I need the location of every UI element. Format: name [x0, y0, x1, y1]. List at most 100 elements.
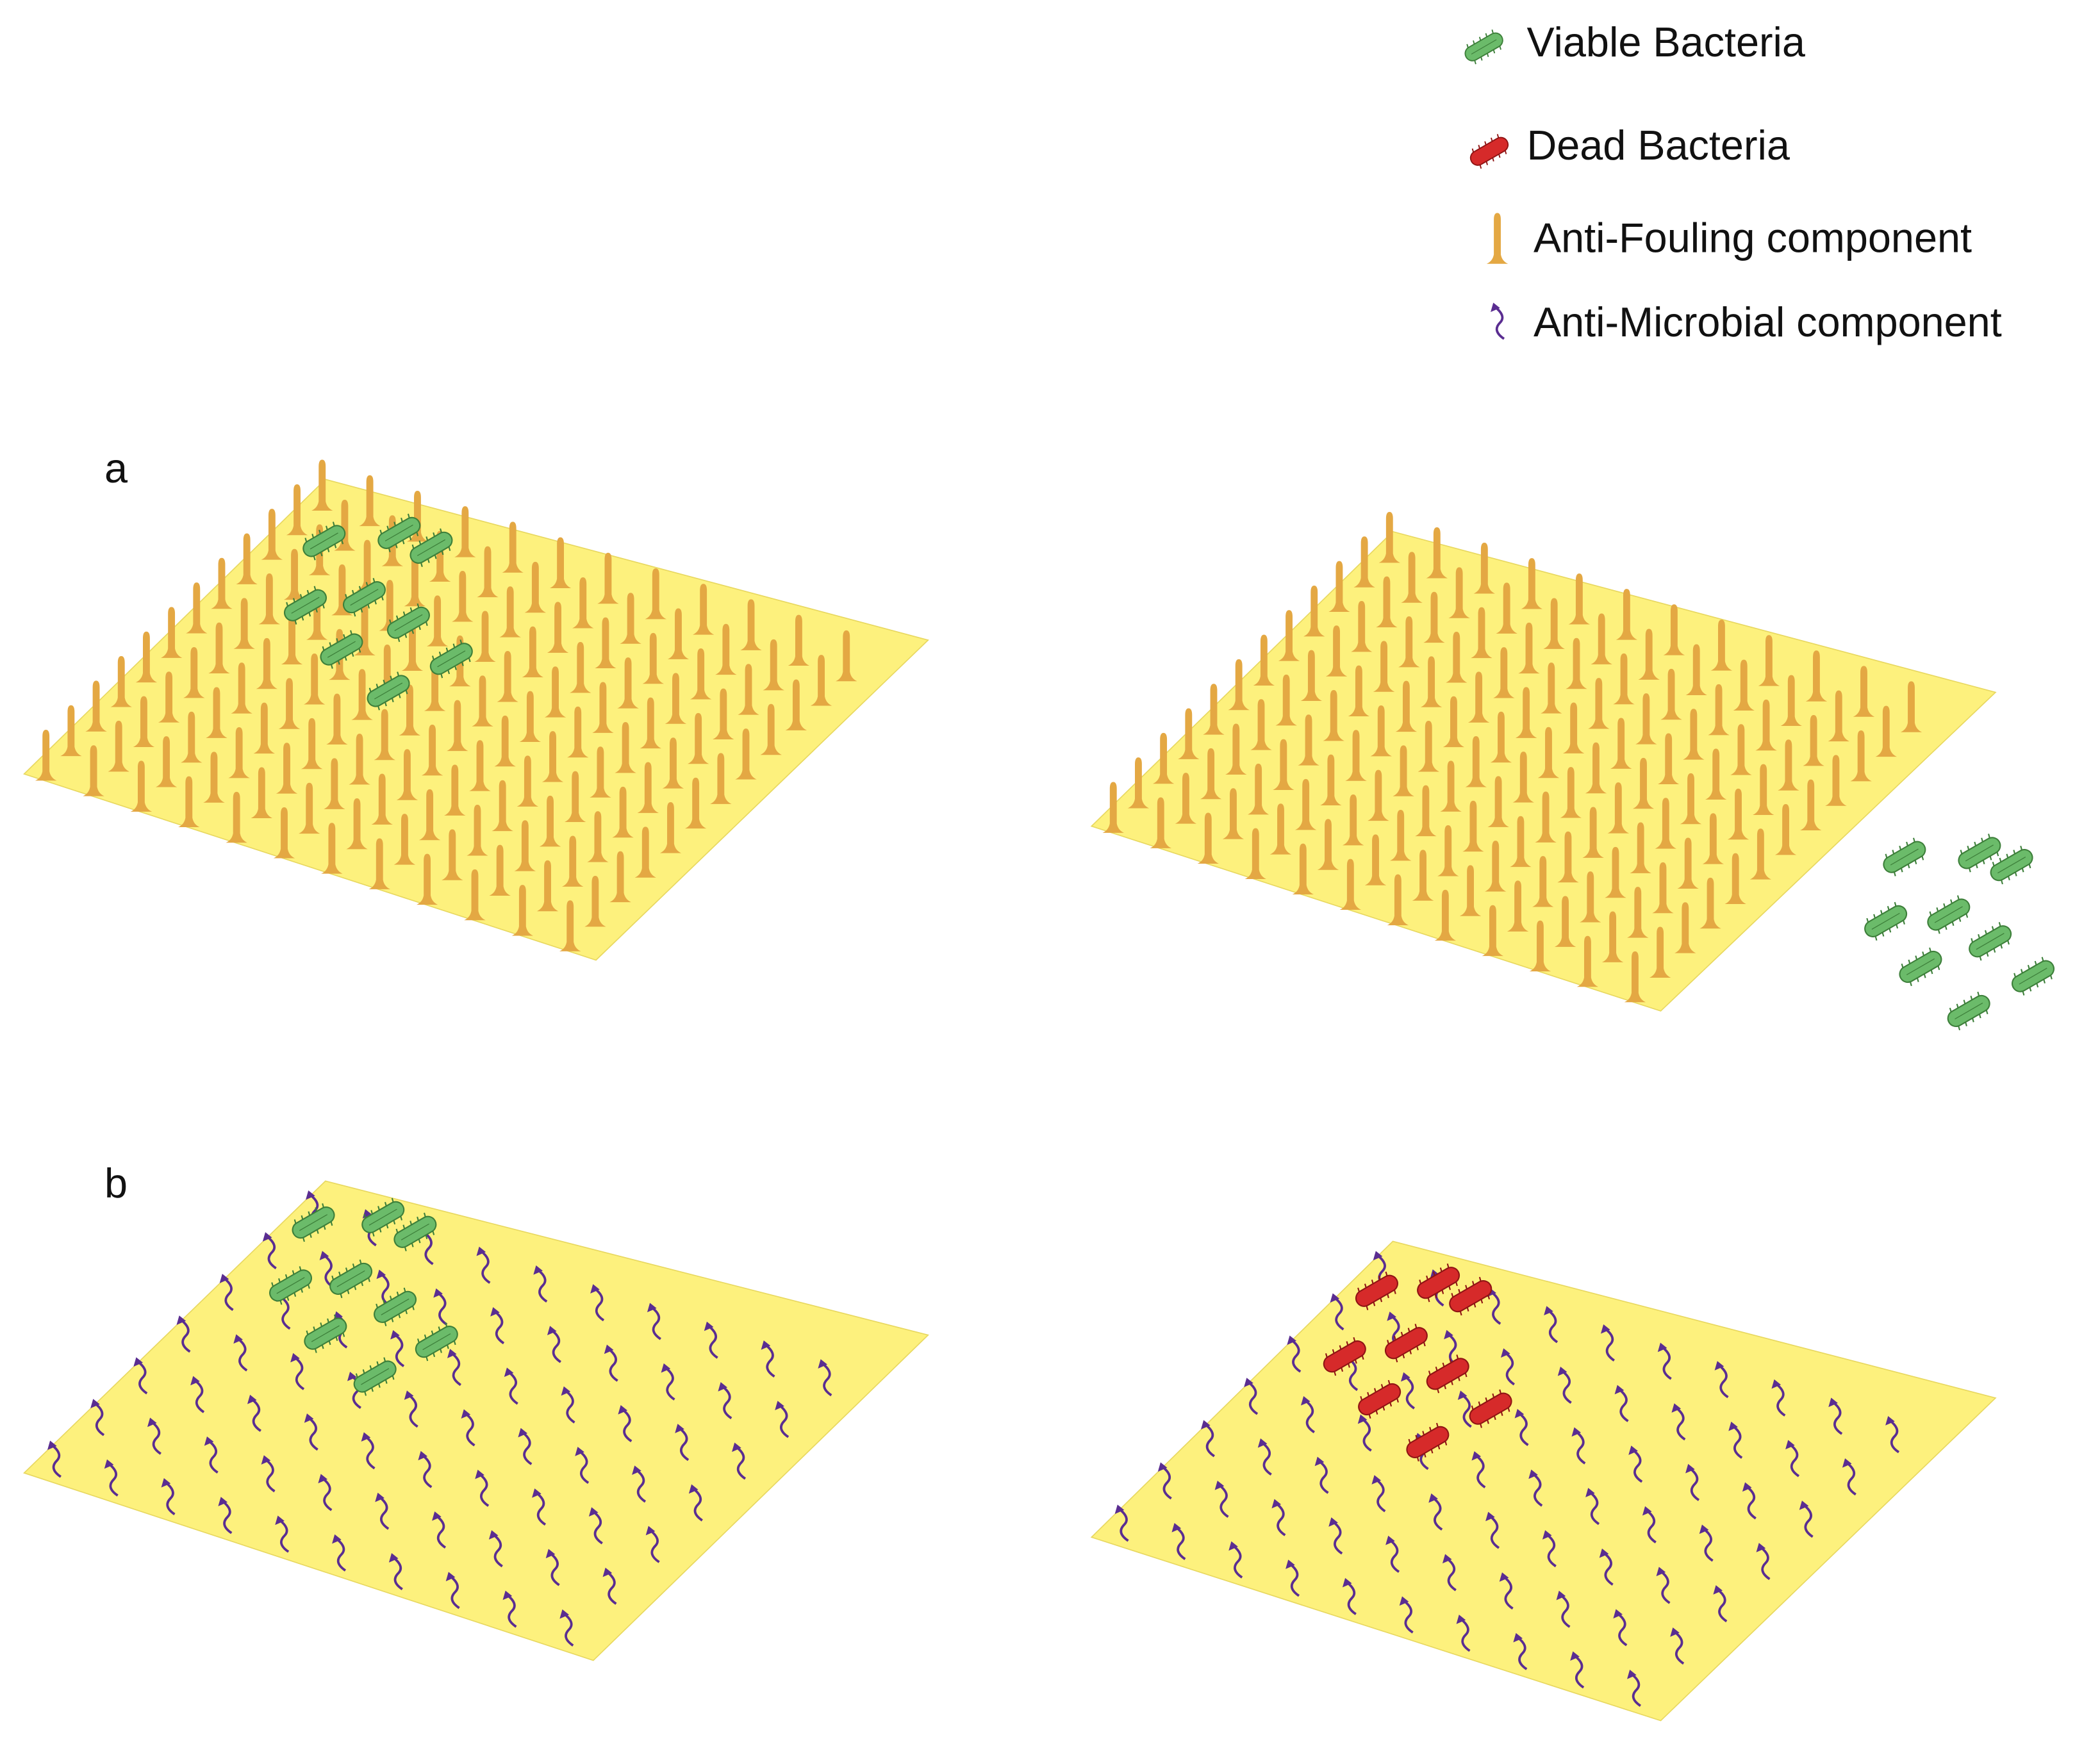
arrow-stem: [678, 1427, 690, 1461]
cell-line: [336, 1270, 365, 1288]
anti-fouling-post: [544, 666, 566, 718]
anti-fouling-post: [642, 632, 665, 684]
arrow-head: [1614, 1385, 1625, 1395]
anti-microbial-arrow: [1456, 1615, 1471, 1652]
anti-microbial-arrow: [1799, 1501, 1814, 1538]
anti-fouling-post: [494, 715, 516, 767]
anti-fouling-post: [1127, 757, 1150, 809]
anti-fouling-post: [83, 745, 104, 796]
arrow-stem: [1232, 1544, 1243, 1579]
arrow-head: [502, 1590, 513, 1600]
cell-line: [1871, 912, 1900, 930]
arrow-head: [1628, 1445, 1638, 1455]
arrow-stem: [1746, 1485, 1757, 1520]
anti-fouling-post: [178, 776, 200, 828]
anti-fouling-post: [1253, 634, 1275, 686]
arrow-stem: [536, 1268, 548, 1303]
anti-fouling-post: [1724, 853, 1746, 904]
arrow-stem: [1333, 1296, 1344, 1331]
anti-microbial-arrow: [475, 1469, 490, 1507]
anti-microbial-arrow: [1500, 1348, 1515, 1386]
cell-line: [1955, 1002, 1983, 1020]
arrow-head: [490, 1307, 500, 1317]
arrow-stem: [1659, 1570, 1671, 1604]
anti-fouling-post: [301, 718, 323, 769]
anti-fouling-post: [1412, 850, 1434, 901]
anti-fouling-post: [1496, 582, 1517, 634]
anti-fouling-post: [472, 675, 493, 727]
anti-microbial-arrow: [661, 1363, 675, 1401]
arrow-head: [590, 1284, 600, 1294]
anti-fouling-post: [133, 696, 155, 748]
anti-fouling-post: [1197, 812, 1219, 864]
arrow-head: [104, 1459, 114, 1469]
cell-line: [310, 532, 338, 550]
arrow-stem: [449, 1575, 460, 1609]
arrow-stem: [264, 1458, 276, 1493]
arrow-stem: [778, 1404, 790, 1438]
anti-microbial-arrow: [1514, 1408, 1529, 1446]
anti-microbial-arrow: [775, 1401, 790, 1438]
arrow-stem: [1547, 1309, 1558, 1344]
anti-microbial-arrow: [1471, 1451, 1486, 1488]
anti-fouling-post: [1605, 846, 1626, 898]
legend-label: Anti-Fouling component: [1534, 214, 1972, 261]
anti-fouling-post: [1727, 788, 1749, 840]
anti-fouling-post: [334, 500, 356, 551]
cell-line: [1965, 844, 1994, 862]
arrow-stem: [691, 1487, 703, 1522]
arrow-stem: [307, 1416, 318, 1451]
anti-microbial-arrow: [1544, 1306, 1558, 1344]
arrow-stem: [564, 1389, 575, 1424]
anti-fouling-post: [667, 608, 690, 659]
anti-microbial-arrow: [1627, 1670, 1642, 1707]
anti-fouling-post: [276, 743, 298, 794]
arrow-head: [1373, 1251, 1383, 1261]
anti-fouling-post: [1828, 690, 1850, 742]
arrow-head: [1457, 1390, 1468, 1400]
anti-microbial-arrow: [47, 1440, 62, 1478]
arrow-stem: [1360, 1417, 1372, 1452]
anti-fouling-post: [511, 885, 534, 936]
arrow-stem: [479, 1249, 491, 1284]
cell-body: [1323, 1340, 1366, 1373]
anti-microbial-arrow: [433, 1288, 448, 1326]
anti-fouling-post: [1364, 834, 1387, 885]
anti-fouling-post: [1850, 730, 1872, 782]
anti-fouling-post: [396, 749, 418, 800]
arrow-head: [219, 1274, 229, 1283]
anti-fouling-post: [206, 687, 227, 738]
anti-fouling-post: [359, 475, 381, 527]
anti-fouling-post: [1175, 773, 1197, 824]
anti-fouling-post: [1601, 911, 1624, 962]
anti-fouling-post: [464, 869, 486, 921]
arrow-stem: [194, 1379, 205, 1413]
anti-fouling-post: [1657, 733, 1680, 784]
viable-bacterium: [1969, 922, 2012, 961]
arrow-stem: [1646, 1509, 1657, 1543]
arrow-head: [1342, 1577, 1352, 1588]
anti-fouling-post: [130, 761, 153, 812]
arrow-stem: [1546, 1533, 1557, 1568]
anti-microbial-arrow: [1257, 1438, 1272, 1476]
viable-bacterium: [284, 586, 327, 625]
anti-fouling-post: [662, 737, 684, 789]
arrow-head: [1742, 1482, 1752, 1492]
anti-microbial-arrow: [1499, 1572, 1514, 1610]
arrow-head: [1328, 1517, 1338, 1527]
arrow-stem: [1459, 1617, 1471, 1652]
arrow-head: [1257, 1438, 1268, 1448]
arrow-stem: [821, 1362, 832, 1397]
anti-fouling-post: [1446, 632, 1468, 683]
anti-fouling-post: [612, 786, 634, 838]
dead-bacterium: [1417, 1263, 1460, 1303]
arrow-head: [1585, 1488, 1595, 1497]
anti-fouling-post: [1710, 620, 1733, 671]
arrow-stem: [493, 1310, 505, 1345]
arrow-stem: [1218, 1483, 1229, 1518]
arrow-stem: [179, 1319, 191, 1353]
viable-bacterium: [1947, 991, 1990, 1031]
anti-fouling-post: [426, 595, 449, 646]
anti-fouling-post: [1398, 616, 1420, 668]
arrow-stem: [1175, 1526, 1186, 1560]
